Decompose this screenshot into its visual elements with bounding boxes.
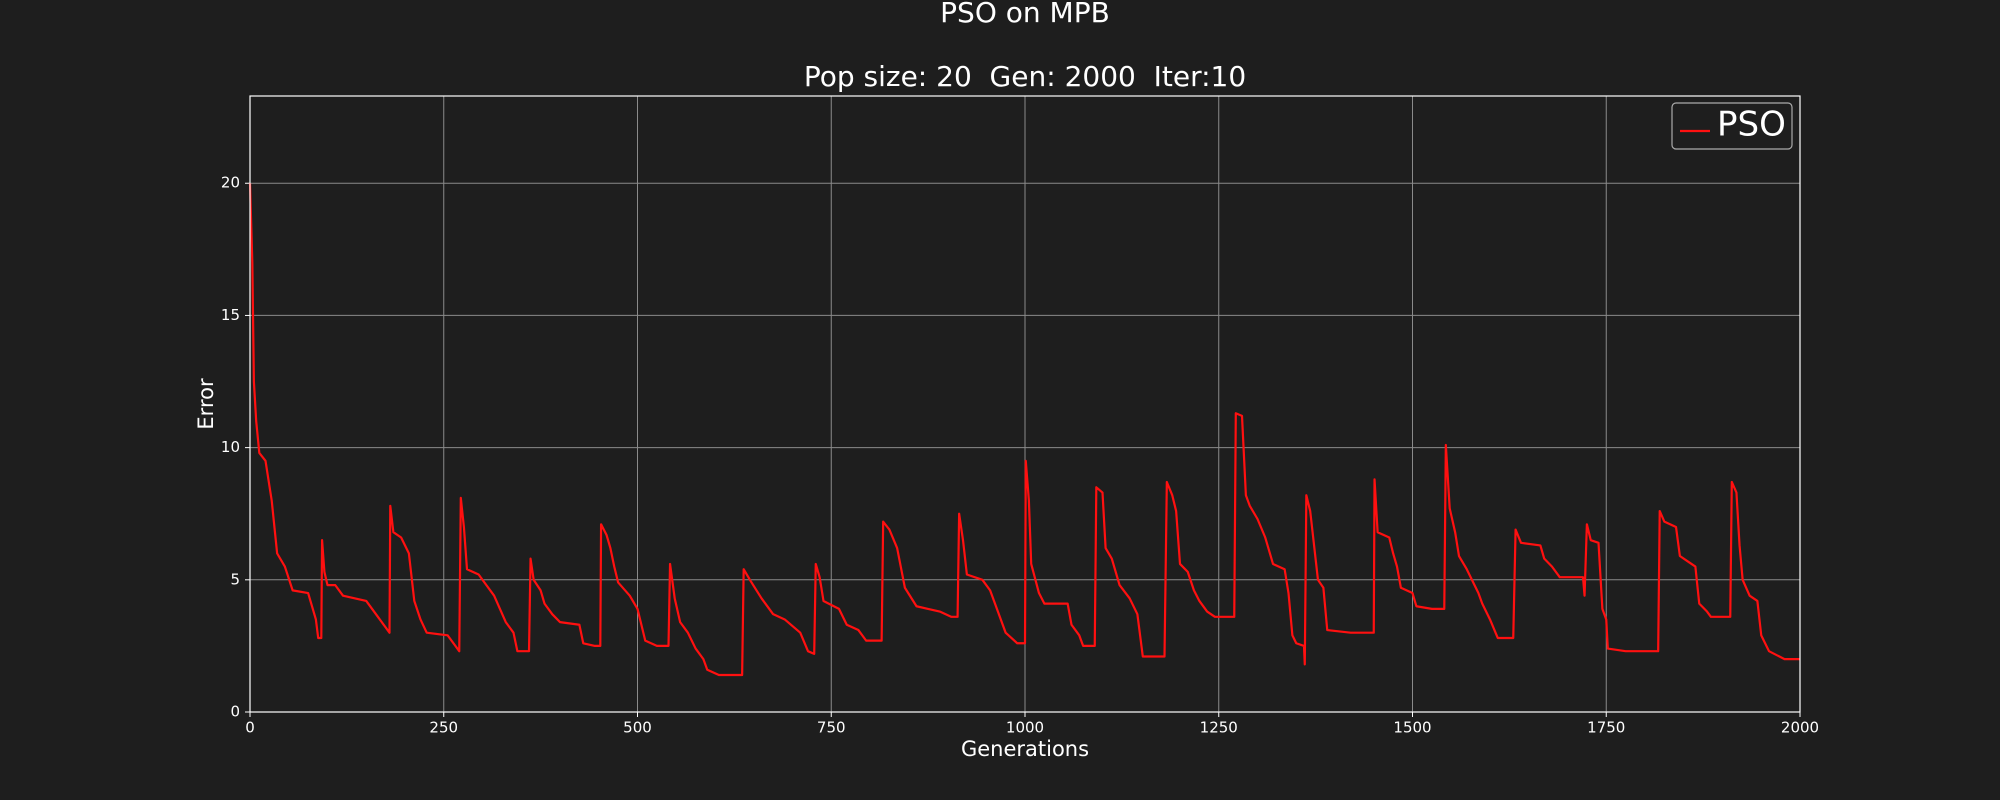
x-tick-label: 1000 xyxy=(1006,719,1044,737)
axes-frame xyxy=(249,95,1801,713)
x-tick-label: 1500 xyxy=(1393,719,1431,737)
y-tick-label: 0 xyxy=(230,703,240,721)
x-tick-label: 2000 xyxy=(1781,719,1819,737)
x-tick-label: 500 xyxy=(623,719,652,737)
y-tick-label: 15 xyxy=(221,306,240,324)
legend-label: PSO xyxy=(1717,105,1786,145)
y-axis-label: Error xyxy=(194,378,218,430)
x-tick-label: 1750 xyxy=(1587,719,1625,737)
y-tick-label: 20 xyxy=(221,174,240,192)
chart-subtitle: Pop size: 20 Gen: 2000 Iter:10 xyxy=(804,60,1246,93)
legend-box xyxy=(1671,102,1793,150)
x-tick-label: 1250 xyxy=(1200,719,1238,737)
chart-title: PSO on MPB xyxy=(940,0,1110,29)
y-tick-label: 5 xyxy=(230,570,240,588)
x-axis-label: Generations xyxy=(961,737,1089,761)
x-tick-label: 750 xyxy=(817,719,846,737)
x-tick-label: 250 xyxy=(429,719,458,737)
y-tick-label: 10 xyxy=(221,438,240,456)
data-line xyxy=(248,183,1800,677)
x-tick-label: 0 xyxy=(245,719,255,737)
